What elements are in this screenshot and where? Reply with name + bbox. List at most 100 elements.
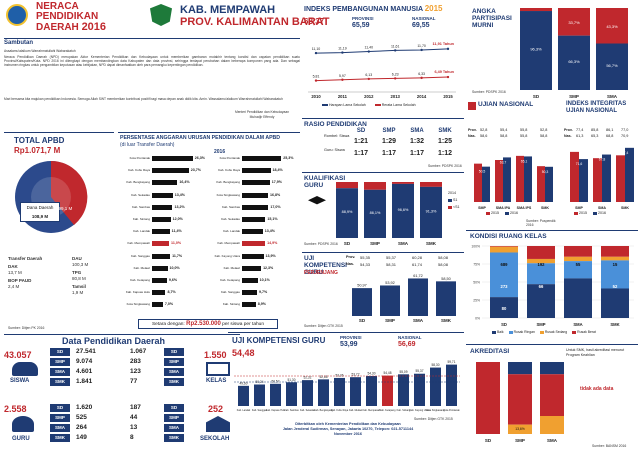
prov-value: 55,8 bbox=[520, 128, 528, 132]
apm-bar-navy bbox=[596, 43, 628, 90]
bar-value-label: 71,6 bbox=[576, 162, 583, 166]
ukg-big-kab-value: 54,48 bbox=[232, 348, 255, 358]
bar-2016 bbox=[503, 157, 511, 202]
anggaran-bar bbox=[242, 229, 263, 235]
rls-value-label: 6,13 bbox=[365, 73, 372, 77]
akreditasi-bar-a bbox=[540, 416, 564, 434]
kondisi-bar-berat bbox=[564, 246, 592, 257]
bar-region-label: Kab. Ketapang bbox=[130, 278, 150, 282]
ukg-nas-value: 54,33 bbox=[360, 262, 371, 267]
category-label: SMP bbox=[575, 206, 583, 210]
sekolah-label: SEKOLAH bbox=[200, 436, 230, 442]
bar-2015 bbox=[616, 155, 625, 202]
ukg-big-value-label: 52,32 bbox=[304, 376, 312, 380]
legend-hls: Harapan Lama Sekolah bbox=[328, 103, 366, 107]
un-prov-nas-table: Prov. Nas. 52,8 58,6 55,4 58,8 55,8 55,8 52,8 58,… bbox=[468, 128, 560, 142]
ukg-big-bar bbox=[238, 385, 249, 406]
legend-swatch bbox=[486, 211, 490, 215]
kondisi-value-label: 55 bbox=[576, 262, 581, 267]
setara-value: Rp2.530.000 bbox=[186, 321, 221, 327]
akreditasi-note: Untuk SMK, hasil akreditasi menurut Prog… bbox=[566, 348, 625, 357]
level-count: 1.067 bbox=[130, 348, 147, 355]
bop-label: BOP PAUD bbox=[8, 278, 32, 283]
dana-daerah-label: Dana Daerah bbox=[26, 205, 54, 210]
bar-value-label: 63,7 bbox=[500, 160, 507, 164]
level-badge: SD bbox=[164, 348, 184, 356]
anggaran-bar bbox=[152, 168, 189, 174]
rasio-table: SD 1:21 1:17 SMP 1:29 1:17 SMA 1:32 1:17 SMK 1:25 1… bbox=[348, 128, 462, 162]
guru-label: GURU bbox=[12, 436, 30, 442]
legend-text: 2014 bbox=[448, 191, 456, 195]
ipm-section: INDEKS PEMBANGUNAN MANUSIA 2015 63,37 PR… bbox=[302, 2, 462, 114]
bar-region-label: Kota Singkawang bbox=[216, 192, 240, 197]
prov-value: 86,1 bbox=[606, 128, 614, 132]
level-count: 525 bbox=[76, 414, 87, 421]
bar-2015 bbox=[495, 160, 503, 202]
bar-value-label: 65,1 bbox=[521, 159, 528, 163]
bar-2016 bbox=[482, 166, 490, 202]
neraca-title: NERACA PENDIDIKAN DAERAH 2016 bbox=[36, 2, 106, 33]
rasio-section: RASIO PENDIDIKAN Rombel: Siswa Guru: Sis… bbox=[302, 118, 464, 170]
ukg-small-prov-nas-table: Prov. Nas. 55,35 54,33 55,37 58,31 60,28 61,74 5… bbox=[346, 255, 464, 271]
apm-bar-navy bbox=[558, 35, 590, 90]
kondisi-y-tick: 25% bbox=[473, 299, 480, 303]
ukg-big-region-label: Kab. Mempawah bbox=[363, 409, 382, 412]
nas-value: 58,8 bbox=[540, 134, 548, 138]
ukg-big-value-label: 52,68 bbox=[320, 375, 328, 379]
bar-value-label: 8,7% bbox=[167, 290, 176, 295]
kualifikasi-bar-lt-s1 bbox=[420, 182, 442, 187]
bar-value-label: 13,2% bbox=[174, 204, 185, 209]
bar-2015 bbox=[516, 155, 524, 202]
akreditasi-bar-b bbox=[540, 374, 564, 416]
ukg-big-region-label: Kab. Sekadau bbox=[300, 409, 316, 412]
setara-suffix: per siswa per tahun bbox=[222, 322, 265, 327]
bar-region-label: Kab. Ketapang bbox=[220, 278, 240, 282]
ukg-big-region-label: Kab. Kayong Utara bbox=[409, 409, 430, 412]
bar-value-label: 17,9% bbox=[271, 180, 282, 185]
legend-swatch bbox=[593, 211, 597, 215]
kondisi-value-label: 192 bbox=[538, 262, 546, 267]
anggaran-bar bbox=[152, 156, 193, 161]
sambutan-signature-name: Muhadjir Effendy bbox=[249, 115, 275, 119]
ipm-year-tick: 2014 bbox=[417, 94, 427, 99]
legend-swatch bbox=[539, 330, 544, 334]
ukg-nas-value: 58,31 bbox=[386, 262, 397, 267]
apbd-section: TOTAL APBD Rp1.071,7 M Dana Daerah 108,9… bbox=[4, 132, 114, 332]
kualifikasi-bar-s1 bbox=[420, 186, 442, 238]
level-badge: SMK bbox=[164, 434, 184, 442]
ukg-big-value-label: 53,36 bbox=[336, 373, 344, 377]
level-count: 149 bbox=[76, 434, 87, 441]
kualifikasi-bar-s1 bbox=[336, 188, 358, 238]
anggaran-bar bbox=[152, 192, 173, 198]
guru-total: 2.558 bbox=[4, 404, 27, 414]
iiun-bar-chart: 71,6 SMP 67,8 SMA 77,4 SMK bbox=[570, 147, 634, 210]
rls-value-label: 6,33 bbox=[418, 72, 425, 76]
kondisi-bar-sedang bbox=[527, 258, 555, 264]
kualifikasi-source: Sumber: PDSPK 2016 bbox=[304, 242, 338, 246]
ukg-big-value-label: 55,09 bbox=[400, 370, 408, 374]
footer-address: Jalan Jenderal Sudirman, Senayan, Jakart… bbox=[282, 427, 414, 431]
kabupaten-name: KAB. MEMPAWAH bbox=[180, 4, 276, 16]
bar-region-label: Kab. Landak bbox=[133, 229, 150, 234]
legend-text: Rusak Berat bbox=[577, 330, 596, 334]
hls-point bbox=[314, 51, 318, 55]
category-label: SMK bbox=[541, 206, 549, 210]
ukg-big-bar bbox=[350, 377, 361, 406]
hls-value-label: 11,10 bbox=[312, 47, 321, 51]
anggaran-bar bbox=[242, 253, 264, 259]
prov-label: Prov. bbox=[468, 128, 477, 132]
anggaran-bar bbox=[242, 204, 269, 210]
mempawah-logo-icon bbox=[150, 4, 172, 26]
un-legend: 2015 2016 bbox=[486, 211, 518, 215]
hls-point bbox=[446, 47, 450, 51]
guru-icon bbox=[12, 416, 34, 432]
kondisi-bar-ringan bbox=[490, 252, 518, 298]
anggaran-bar bbox=[152, 217, 171, 222]
bar-2016 bbox=[602, 154, 611, 202]
ukg-big-region-label: Kota Pontianak bbox=[443, 409, 460, 412]
bar-region-label: Kab. Kubu Raya bbox=[218, 168, 240, 173]
bar-2015 bbox=[593, 158, 602, 202]
ukg-big-value-label: 54,48 bbox=[384, 371, 392, 375]
bar-value-label: 18,4% bbox=[272, 168, 283, 173]
level-badge: SMA bbox=[164, 368, 184, 376]
